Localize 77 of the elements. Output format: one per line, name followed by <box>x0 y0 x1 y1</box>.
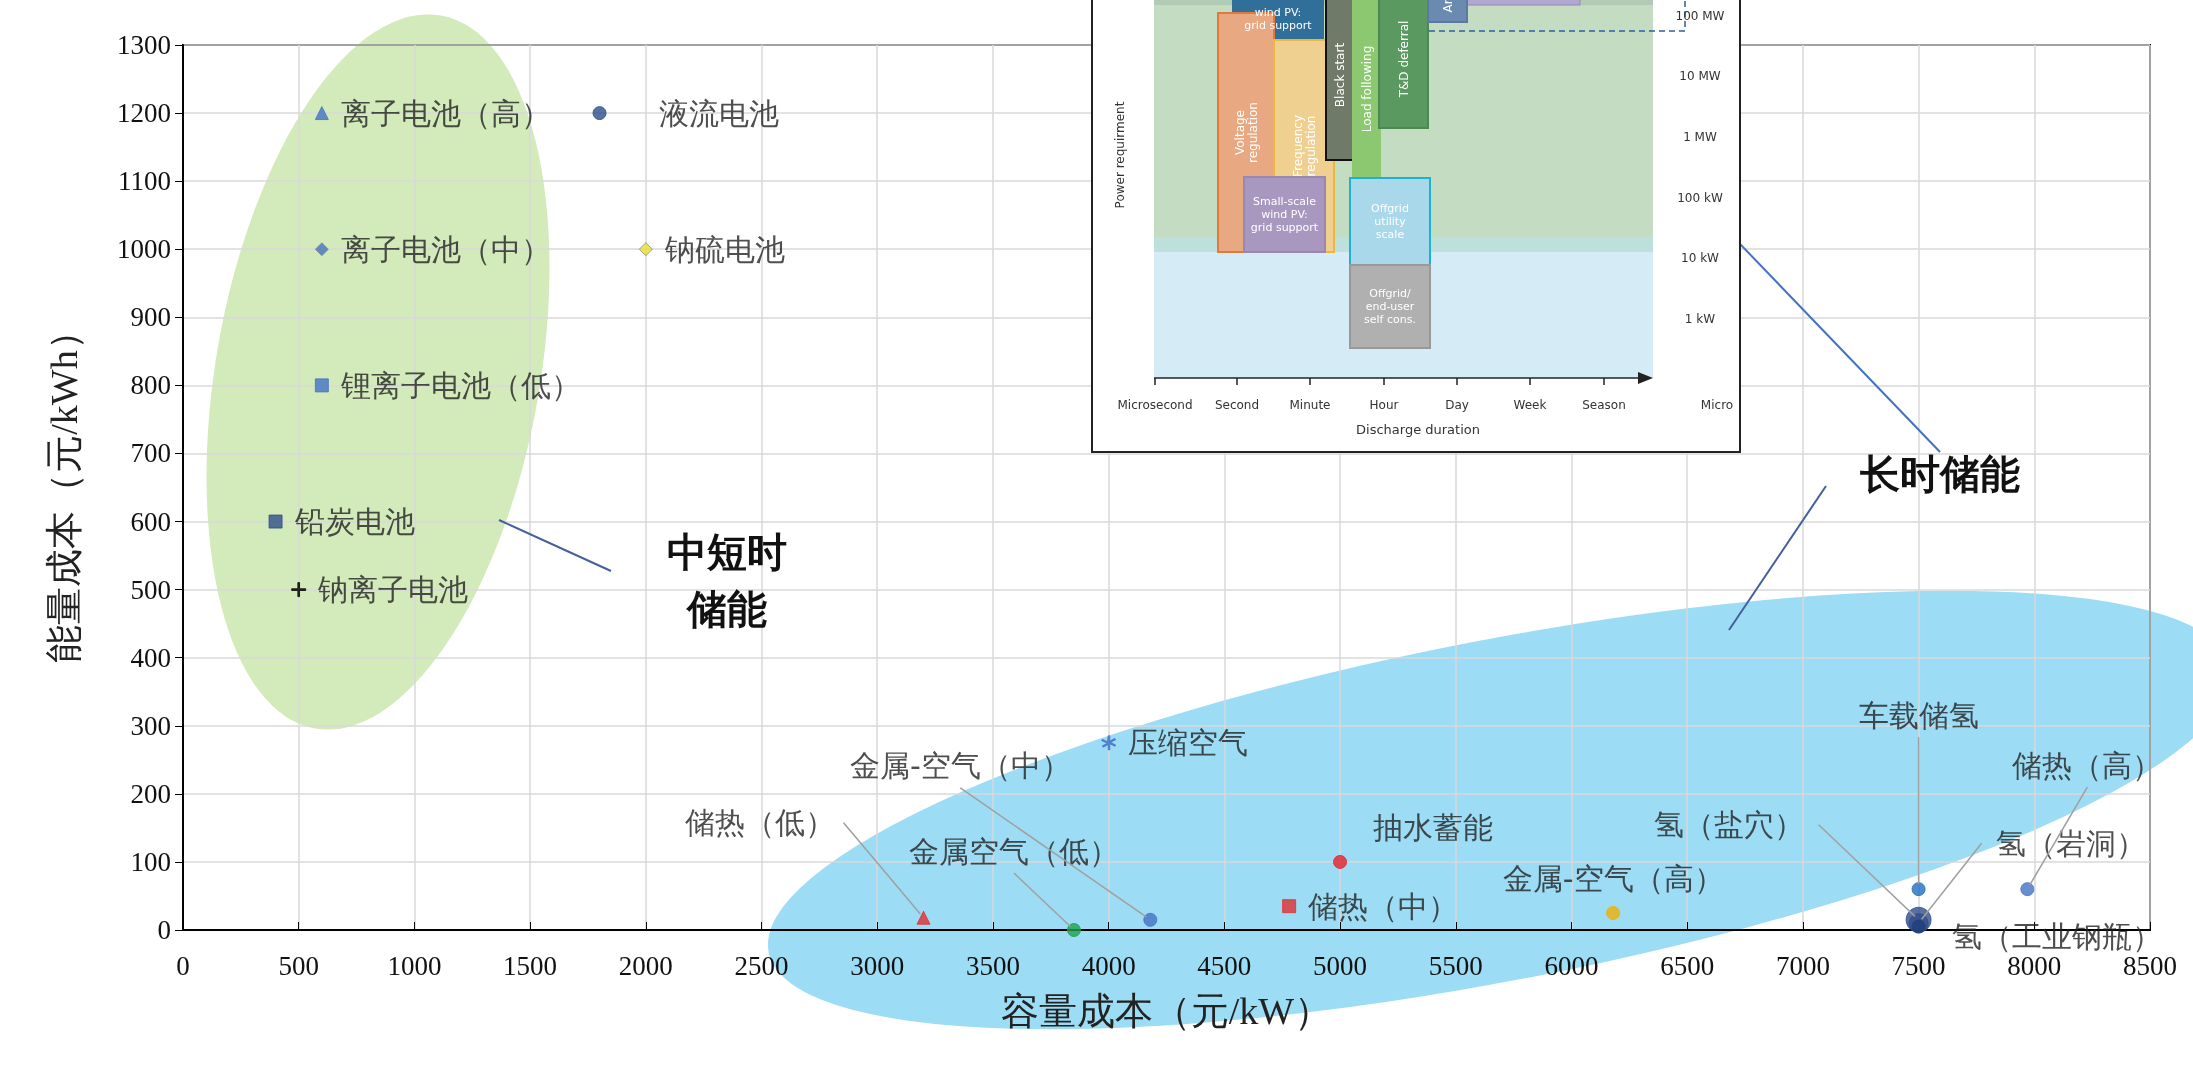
text: 金属空气（低） <box>908 833 1119 869</box>
annotation: Micro <box>1700 397 1734 412</box>
category-label: Second <box>1214 397 1260 412</box>
text: 储热（低） <box>684 805 835 841</box>
annotation: Small-scale wind PV: grid support <box>1250 194 1319 234</box>
x-tick-label: 0 <box>176 950 190 981</box>
category-label: Season <box>1582 397 1626 412</box>
y-tick-label: 300 <box>130 710 171 741</box>
category-label: Week <box>1513 397 1547 412</box>
annotation: Offgrid utility scale <box>1371 201 1409 241</box>
category-label: 100 kW <box>1677 190 1723 205</box>
x-tick-label: 3500 <box>965 950 1020 981</box>
y-tick-label: 800 <box>130 370 171 401</box>
x-tick-label: 2000 <box>618 950 673 981</box>
y-tick-label: 1300 <box>117 30 171 60</box>
category-label: Minute <box>1289 397 1331 412</box>
x-tick-label: 500 <box>278 950 319 981</box>
series-label: 钠硫电池 <box>663 231 785 267</box>
x-tick-label: 2500 <box>734 950 789 981</box>
y-tick-label: 700 <box>130 438 171 469</box>
annotation: Frequency regulation <box>1290 115 1317 177</box>
annotation: Load following <box>1359 45 1373 133</box>
y-tick-label: 900 <box>130 302 171 333</box>
series-label: 压缩空气 <box>1128 725 1249 761</box>
series-label: 钠离子电池 <box>317 572 469 608</box>
category-label: 100 MW <box>1675 8 1725 23</box>
text: Discharge duration <box>1356 421 1480 437</box>
category-label: 1 kW <box>1684 311 1716 326</box>
x-tick-label: 4000 <box>1081 950 1136 981</box>
series-label: 铅炭电池 <box>293 504 415 540</box>
x-tick-label: 6500 <box>1660 950 1715 981</box>
x-tick-label: 4500 <box>1197 950 1252 981</box>
annotation: 储能 <box>685 586 767 632</box>
y-tick-label: 600 <box>130 506 171 537</box>
series-label: 液流电池 <box>658 95 779 131</box>
x-tick-label: 7500 <box>1891 950 1946 981</box>
x-tick-label: 7000 <box>1775 950 1830 981</box>
category-label: 10 MW <box>1679 68 1721 83</box>
series-label: 离子电池（高） <box>340 95 551 131</box>
x-tick-label: 1500 <box>503 950 558 981</box>
x-tick-label: 5500 <box>1428 950 1483 981</box>
x-tick-label: 5000 <box>1313 950 1368 981</box>
y-tick-label: 200 <box>130 778 171 809</box>
category-label: Hour <box>1369 397 1399 412</box>
x-axis-title: 容量成本（元/kW） <box>1000 990 1333 1032</box>
annotation: 长时储能 <box>1859 451 2020 497</box>
y-tick-label: 400 <box>130 642 171 673</box>
series-label: 金属-空气（高） <box>1502 861 1724 897</box>
x-tick-label: 3000 <box>850 950 905 981</box>
text: 氢（盐穴） <box>1653 807 1804 843</box>
category-label: 10 kW <box>1681 250 1719 265</box>
text: Power requirment <box>1112 101 1127 209</box>
series-label: 抽水蓄能 <box>1373 810 1494 846</box>
annotation: Offgrid/ end-user self cons. <box>1364 286 1416 326</box>
text: Ar <box>1440 0 1454 13</box>
y-axis-title: 能量成本（元/kWh） <box>43 312 85 663</box>
annotation: Voltage regulation <box>1232 102 1259 163</box>
series-label: 离子电池（中） <box>340 231 551 267</box>
y-tick-label: 1000 <box>117 234 171 265</box>
category-label: Day <box>1445 397 1469 412</box>
x-tick-label: 6000 <box>1544 950 1599 981</box>
series-label: 储热（中） <box>1308 888 1459 924</box>
x-tick-label: 8000 <box>2007 950 2062 981</box>
y-tick-label: 1100 <box>118 166 171 197</box>
y-tick-label: 100 <box>130 846 171 877</box>
series-label: 锂离子电池（低） <box>339 367 581 403</box>
text: 车载储氢 <box>1858 697 1979 733</box>
y-tick-label: 500 <box>130 574 171 605</box>
text: 储热（高） <box>2012 747 2163 783</box>
category-label: Microsecond <box>1117 397 1193 412</box>
category-label: 1 MW <box>1683 129 1717 144</box>
x-tick-label: 1000 <box>387 950 442 981</box>
annotation: Black start <box>1332 42 1346 108</box>
y-tick-label: 1200 <box>117 98 171 129</box>
annotation: T&D deferral <box>1396 20 1410 99</box>
annotation: 中短时 <box>667 529 787 575</box>
y-tick-label: 0 <box>157 915 171 945</box>
